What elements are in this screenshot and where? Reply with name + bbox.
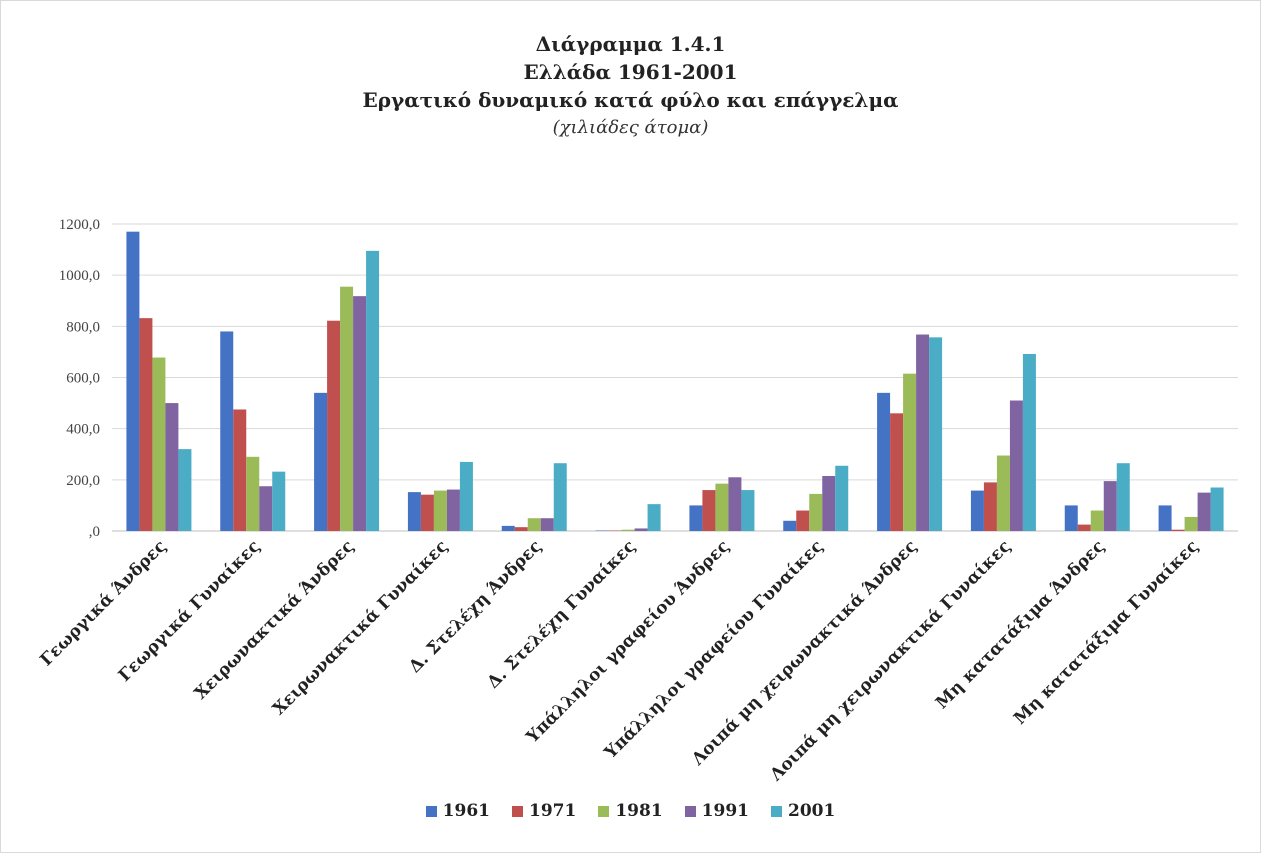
bar-2001 [1210,487,1224,531]
bar-1991 [165,403,179,531]
bar-1981 [340,286,354,531]
bar-1971 [420,494,434,531]
legend-swatch [598,805,610,817]
x-category-label: Χειρωνακτικά Γυναίκες [269,536,452,719]
legend-swatch [425,805,437,817]
legend-item-1981: 1981 [598,801,663,821]
bar-1971 [702,490,716,531]
legend-label: 1971 [529,801,577,821]
bar-1961 [1158,505,1172,531]
chart-subtitle-topic: Εργατικό δυναμικό κατά φύλο και επάγγελμ… [362,88,899,112]
y-tick-label: 400,0 [66,422,100,438]
bar-1981 [433,490,447,531]
bar-1981 [996,455,1010,531]
legend-label: 1961 [442,801,490,821]
bar-1991 [259,486,273,531]
legend-swatch [512,805,523,817]
bar-2001 [366,250,380,532]
bar-1991 [822,475,836,531]
legend-label: 1981 [615,801,663,821]
bar-2001 [647,504,661,531]
legend-item-1991: 1991 [684,801,749,821]
y-tick-label: 1200,0 [59,217,100,233]
bars [126,231,1224,532]
bar-1971 [608,530,622,531]
y-tick-label: 800,0 [66,319,100,335]
bar-1961 [1064,505,1078,531]
bar-1971 [1171,529,1185,531]
bar-1991 [1197,492,1211,531]
bar-1961 [689,505,703,531]
bar-1961 [783,520,797,531]
bar-1981 [152,357,166,531]
y-tick-label: 1000,0 [59,268,100,284]
legend-label: 2001 [787,801,836,821]
bar-1971 [233,409,247,531]
chart-title: Διάγραμμα 1.4.1 [535,32,726,56]
bar-2001 [1022,353,1036,531]
bar-1971 [514,527,528,531]
y-tick-label: ,0 [89,524,100,540]
bar-1991 [540,518,554,531]
y-axis: ,0 200,0 400,0 600,0 800,0 1000,0 1200,0 [59,217,100,540]
bar-1971 [327,320,341,531]
bar-2001 [553,463,567,531]
bar-1961 [314,392,328,531]
y-tick-label: 600,0 [66,371,100,387]
bar-1991 [916,334,930,531]
bar-1981 [1090,510,1104,531]
x-category-label: Μη κατατάξιμα Γυναίκες [1010,536,1202,728]
bar-2001 [835,465,849,531]
chart-subtitle-region: Ελλάδα 1961-2001 [523,60,738,84]
bar-1971 [983,482,997,531]
bar-1961 [126,231,140,532]
x-category-label: Υπάλληλοι γραφείου Άνδρες [522,536,734,748]
bar-1971 [890,413,904,531]
bar-1981 [527,518,541,531]
bar-1981 [903,373,917,531]
bar-1991 [353,296,367,531]
bar-2001 [1116,463,1130,531]
bar-1991 [1103,481,1117,531]
legend-item-1961: 1961 [425,801,490,821]
bar-1981 [246,456,260,531]
bar-1971 [796,510,810,531]
bar-1971 [1077,524,1091,531]
bar-2001 [272,471,286,531]
legend-item-2001: 2001 [770,801,836,821]
bar-1961 [501,525,515,531]
bar-2001 [178,449,192,531]
x-category-label: Μη κατατάξιμα Άνδρες [932,536,1109,713]
bar-1961 [877,392,891,531]
bar-1991 [1009,400,1023,531]
bar-2001 [929,337,943,531]
legend-swatch [684,805,696,817]
bar-1981 [1184,516,1198,531]
legend-label: 1991 [701,801,749,821]
legend-item-1971: 1971 [512,801,576,821]
legend-swatch [770,805,782,817]
chart-units-note: (χιλιάδες άτομα) [552,117,709,138]
bar-1961 [595,530,609,531]
bar-1981 [715,483,729,531]
bar-1971 [139,318,153,531]
chart-title-block: Διάγραμμα 1.4.1 Ελλάδα 1961-2001 Εργατικ… [0,30,1261,142]
x-category-label: Χειρωνακτικά Άνδρες [191,536,358,703]
bar-1981 [621,529,635,531]
y-tick-label: 200,0 [66,473,100,489]
bar-1991 [446,489,460,531]
bar-1981 [809,493,823,531]
bar-1961 [970,490,984,531]
legend: 1961 1971 1981 1991 2001 [0,801,1261,821]
bar-1961 [407,492,421,531]
bar-2001 [459,461,473,531]
bar-1991 [728,477,742,531]
bar-2001 [741,490,755,531]
bar-1961 [220,331,234,531]
bar-1991 [634,528,648,531]
gridlines [112,223,1238,532]
